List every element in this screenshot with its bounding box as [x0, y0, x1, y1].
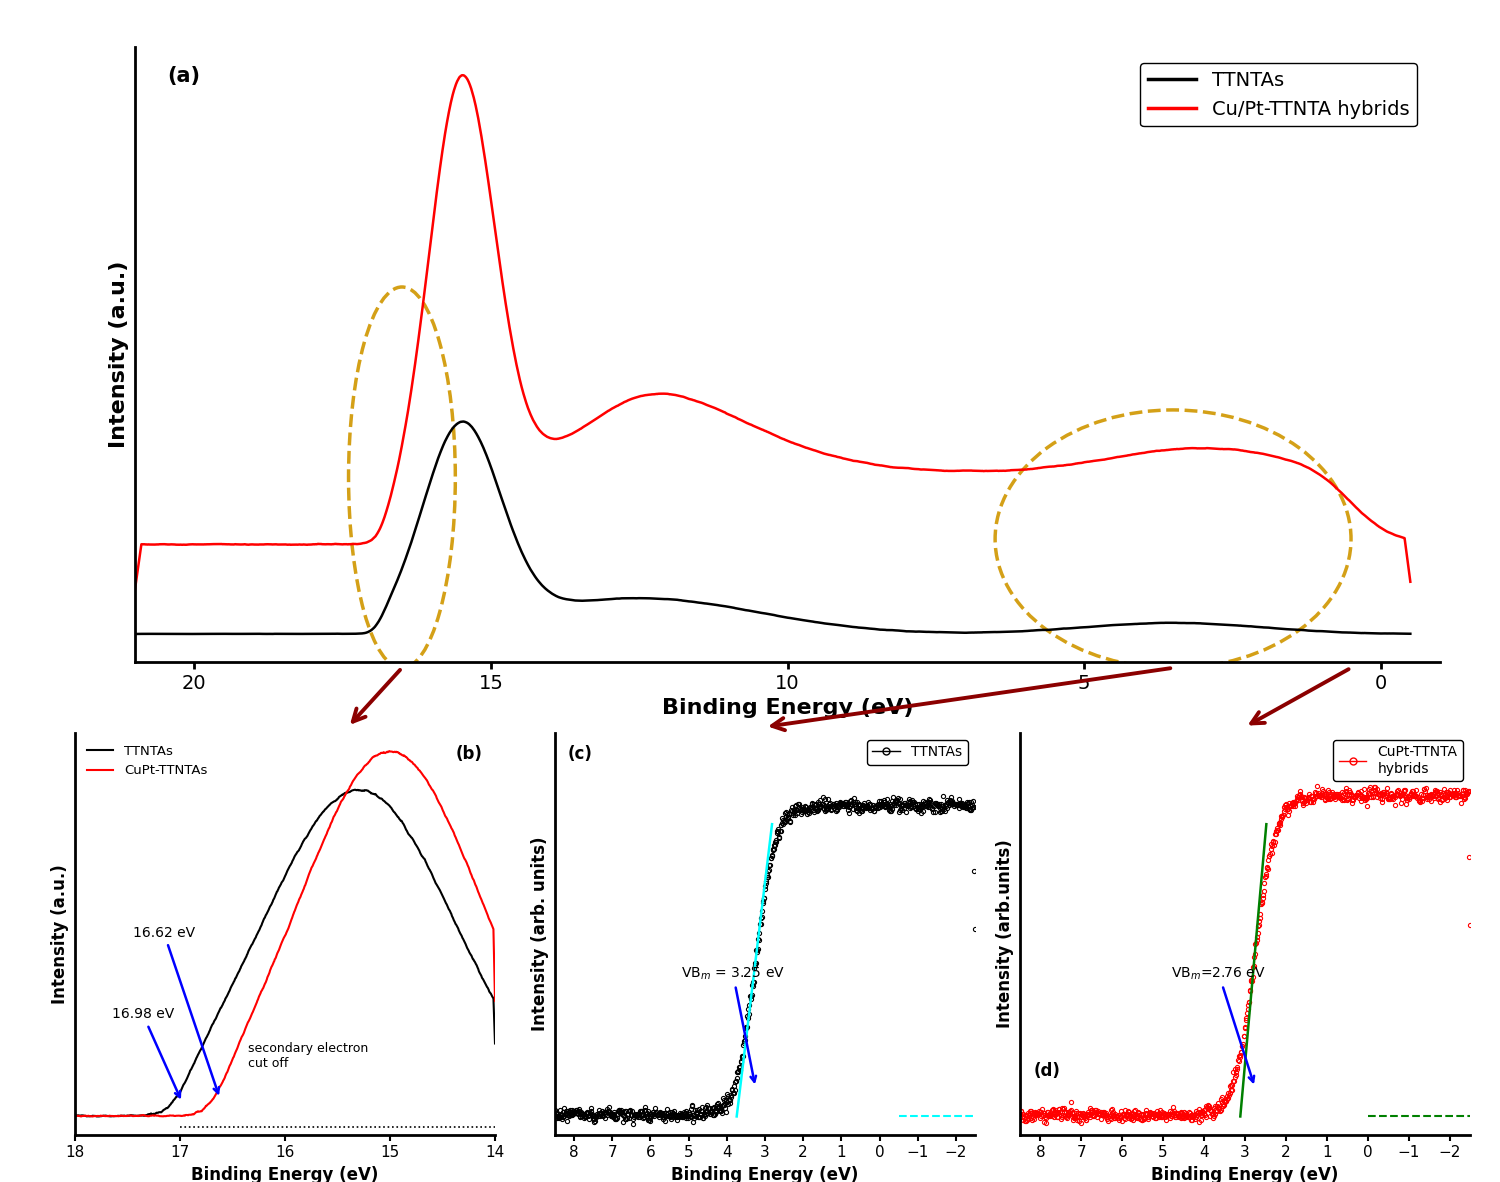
- Text: secondary electron
cut off: secondary electron cut off: [248, 1043, 369, 1071]
- Text: (a): (a): [168, 66, 201, 86]
- Y-axis label: Intensity (arb.units): Intensity (arb.units): [996, 839, 1014, 1028]
- Text: VB$_m$=2.76 eV: VB$_m$=2.76 eV: [1172, 966, 1266, 1082]
- X-axis label: Binding Energy (eV): Binding Energy (eV): [1152, 1165, 1338, 1182]
- Legend: TTNTAs, Cu/Pt-TTNTA hybrids: TTNTAs, Cu/Pt-TTNTA hybrids: [1140, 63, 1418, 126]
- Text: (b): (b): [456, 745, 483, 762]
- Y-axis label: Intensity (arb. units): Intensity (arb. units): [531, 837, 549, 1031]
- Text: 16.62 eV: 16.62 eV: [132, 926, 219, 1093]
- Legend: CuPt-TTNTA
hybrids: CuPt-TTNTA hybrids: [1334, 740, 1462, 781]
- Text: 16.98 eV: 16.98 eV: [112, 1007, 180, 1097]
- Y-axis label: Intensity (a.u.): Intensity (a.u.): [110, 261, 129, 448]
- Text: VB$_m$ = 3.25 eV: VB$_m$ = 3.25 eV: [681, 966, 784, 1082]
- Text: (c): (c): [567, 745, 592, 762]
- Legend: TTNTAs: TTNTAs: [867, 740, 968, 765]
- Legend: TTNTAs, CuPt-TTNTAs: TTNTAs, CuPt-TTNTAs: [81, 740, 213, 782]
- X-axis label: Binding Energy (eV): Binding Energy (eV): [672, 1165, 858, 1182]
- Y-axis label: Intensity (a.u.): Intensity (a.u.): [51, 864, 69, 1004]
- X-axis label: Binding Energy (eV): Binding Energy (eV): [192, 1165, 378, 1182]
- X-axis label: Binding Energy (eV): Binding Energy (eV): [662, 699, 914, 719]
- Text: (d): (d): [1034, 1063, 1060, 1080]
